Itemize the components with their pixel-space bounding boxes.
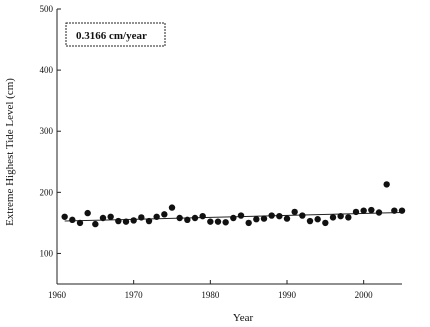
data-point — [76, 219, 84, 227]
x-axis-title: Year — [233, 312, 254, 324]
data-point — [360, 207, 367, 214]
data-point — [61, 213, 68, 220]
data-point — [276, 212, 283, 220]
x-tick-label: 1980 — [201, 290, 220, 300]
data-point — [115, 217, 122, 225]
x-tick-label: 1960 — [48, 290, 67, 300]
data-point — [345, 214, 352, 221]
data-point — [314, 216, 321, 223]
data-point — [306, 217, 314, 225]
x-axis-ticks: 1960 1970 1980 1990 2000 — [48, 280, 373, 300]
data-point — [199, 212, 206, 220]
data-point — [168, 204, 176, 211]
data-point — [322, 219, 329, 227]
data-point — [375, 209, 383, 216]
data-point — [184, 216, 191, 224]
data-point — [253, 216, 260, 223]
x-tick-label: 1990 — [278, 290, 297, 300]
y-tick-label: 200 — [40, 187, 54, 197]
data-point — [138, 214, 145, 221]
y-axis-title: Extreme Highest Tide Level (cm) — [4, 78, 16, 226]
data-point — [268, 212, 275, 219]
annotation-box — [65, 22, 166, 47]
data-point — [153, 213, 160, 220]
data-point — [92, 220, 99, 228]
data-point — [283, 215, 291, 222]
y-tick-label: 100 — [40, 248, 54, 258]
data-point — [99, 214, 107, 222]
data-point — [245, 219, 252, 227]
data-point — [352, 208, 360, 216]
data-point — [214, 218, 222, 225]
data-point — [84, 209, 91, 217]
data-point — [391, 207, 398, 214]
data-point — [191, 214, 199, 222]
y-tick-label: 400 — [40, 65, 54, 75]
data-point — [230, 214, 237, 222]
data-point — [145, 217, 153, 225]
data-point — [207, 218, 214, 225]
slope-annotation: 0.3166 cm/year — [65, 22, 166, 47]
data-point — [161, 211, 168, 218]
data-point — [383, 181, 390, 188]
x-tick-label: 2000 — [355, 290, 374, 300]
data-point — [368, 206, 375, 214]
data-point — [337, 212, 344, 220]
data-point — [69, 216, 76, 224]
y-axis-ticks: 100 200 300 400 500 — [40, 4, 61, 258]
y-tick-label: 300 — [40, 126, 54, 136]
data-point — [398, 207, 406, 214]
data-point — [176, 214, 183, 222]
data-point — [122, 218, 130, 225]
data-point — [299, 212, 306, 219]
data-points — [61, 181, 406, 228]
data-point — [237, 212, 245, 219]
data-point — [329, 214, 337, 221]
data-point — [107, 213, 114, 220]
y-tick-label: 500 — [40, 4, 54, 14]
data-point — [222, 219, 229, 226]
data-point — [260, 215, 268, 222]
x-tick-label: 1970 — [125, 290, 144, 300]
plot-frame — [56, 9, 402, 285]
data-point — [291, 208, 298, 216]
data-point — [130, 217, 137, 224]
annotation-text: 0.3166 cm/year — [76, 30, 147, 42]
